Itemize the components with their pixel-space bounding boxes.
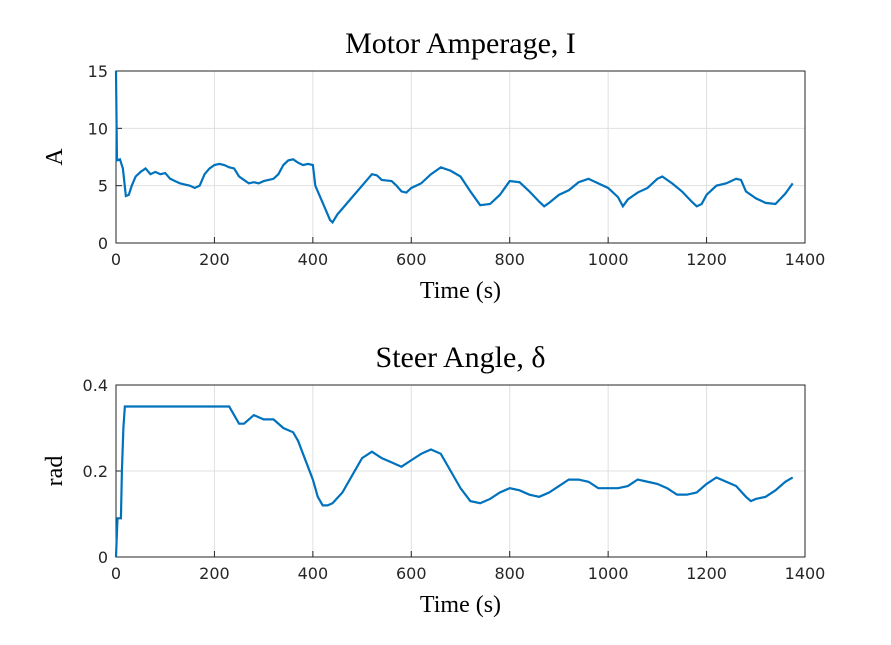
y-tick-label: 0.2 [83, 462, 108, 481]
x-tick-label: 1200 [686, 250, 727, 269]
x-tick-label: 600 [396, 250, 427, 269]
x-tick-label: 600 [396, 564, 427, 583]
y-tick-label: 15 [88, 62, 108, 81]
x-axis-label: Time (s) [420, 592, 501, 618]
chart-title: Motor Amperage, I [345, 27, 576, 60]
axes-frame [115, 384, 806, 558]
x-axis-label: Time (s) [420, 278, 501, 304]
x-tick-label: 400 [298, 250, 329, 269]
x-tick-label: 200 [199, 564, 230, 583]
x-tick-label: 1400 [785, 250, 826, 269]
data-line [114, 70, 794, 225]
x-tick-label: 800 [494, 564, 525, 583]
x-tick-label: 800 [494, 250, 525, 269]
y-tick-label: 5 [98, 177, 108, 196]
x-tick-label: 1000 [588, 564, 629, 583]
x-tick-label: 1400 [785, 564, 826, 583]
plot-area [116, 71, 805, 243]
x-tick-label: 200 [199, 250, 230, 269]
x-tick-label: 400 [298, 564, 329, 583]
x-tick-label: 0 [111, 564, 121, 583]
y-tick-label: 0.4 [83, 376, 108, 395]
x-tick-label: 1200 [686, 564, 727, 583]
x-tick-label: 1000 [588, 250, 629, 269]
y-axis-label: A [42, 148, 68, 166]
x-tick-label: 0 [111, 250, 121, 269]
y-tick-label: 0 [98, 234, 108, 253]
chart-title: Steer Angle, δ [376, 341, 546, 374]
y-tick-label: 10 [88, 119, 108, 138]
y-axis-label: rad [42, 456, 68, 487]
data-line [114, 405, 794, 558]
y-tick-label: 0 [98, 548, 108, 567]
